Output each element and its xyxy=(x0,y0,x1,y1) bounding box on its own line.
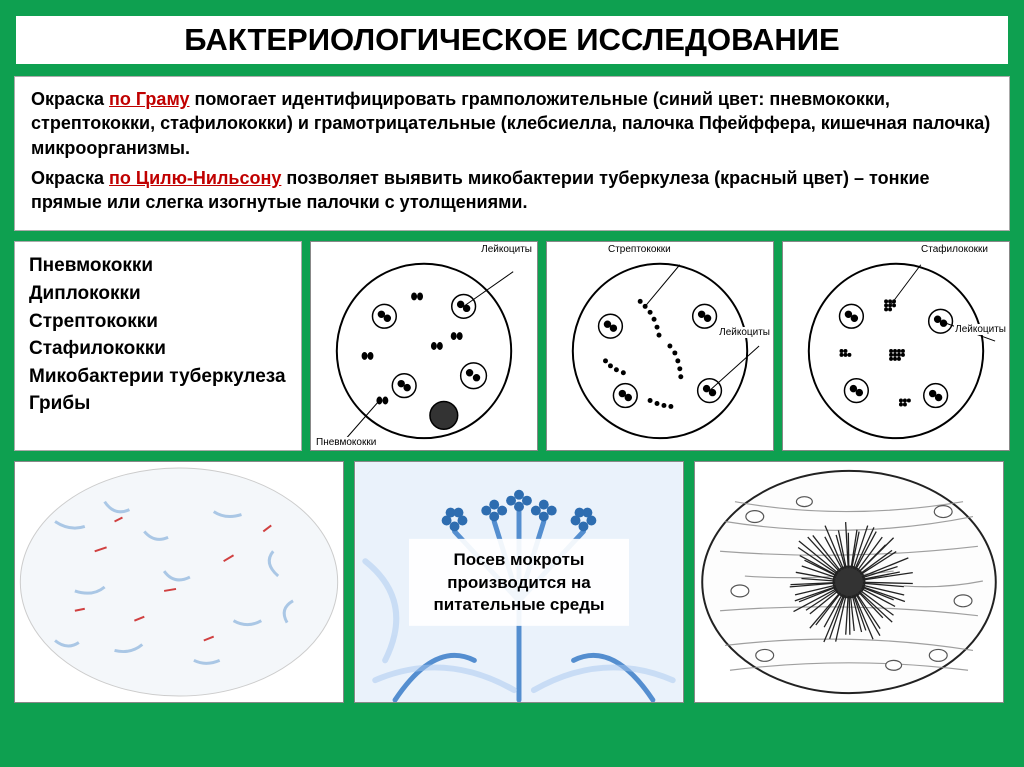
microscopy-circle-1 xyxy=(315,246,533,446)
list-item: Диплококки xyxy=(29,280,287,308)
diagram-staphylococci: Стафилококки Лейкоциты xyxy=(782,241,1010,451)
p2-underline: по Цилю-Нильсону xyxy=(109,168,281,188)
microscopy-circle-2 xyxy=(551,246,769,446)
label-staphylococci: Стафилококки xyxy=(920,244,989,255)
label-leukocytes-3: Лейкоциты xyxy=(954,324,1007,335)
label-leukocytes-2: Лейкоциты xyxy=(718,327,771,338)
microscopy-circle-3 xyxy=(787,246,1005,446)
slide-root: БАКТЕРИОЛОГИЧЕСКОЕ ИССЛЕДОВАНИЕ Окраска … xyxy=(14,14,1010,753)
list-item: Пневмококки xyxy=(29,252,287,280)
page-title: БАКТЕРИОЛОГИЧЕСКОЕ ИССЛЕДОВАНИЕ xyxy=(14,14,1010,66)
diagram-streptococci: Стрептококки Лейкоциты xyxy=(546,241,774,451)
smear-fungi: Посев мокроты производится на питательны… xyxy=(354,461,684,703)
list-item: Стрептококки xyxy=(29,308,287,336)
list-item: Грибы xyxy=(29,390,287,418)
culture-caption: Посев мокроты производится на питательны… xyxy=(409,539,629,625)
diagram-pneumococci: Лейкоциты Пневмококки xyxy=(310,241,538,451)
p2-pre: Окраска xyxy=(31,168,109,188)
list-item: Стафилококки xyxy=(29,335,287,363)
desc-paragraph-2: Окраска по Цилю-Нильсону позволяет выяви… xyxy=(31,166,993,215)
list-item: Микобактерии туберкулеза xyxy=(29,363,287,391)
row-organisms: Пневмококки Диплококки Стрептококки Стаф… xyxy=(14,241,1010,451)
organism-list: Пневмококки Диплококки Стрептококки Стаф… xyxy=(14,241,302,451)
row-smears: Посев мокроты производится на питательны… xyxy=(14,461,1010,703)
description-box: Окраска по Граму помогает идентифицирова… xyxy=(14,76,1010,231)
label-streptococci: Стрептококки xyxy=(607,244,672,255)
smear-ziehl-neelsen xyxy=(14,461,344,703)
label-pneumococci: Пневмококки xyxy=(315,437,377,448)
smear-actinomyces xyxy=(694,461,1004,703)
label-leukocytes: Лейкоциты xyxy=(480,244,533,255)
p1-underline: по Граму xyxy=(109,89,189,109)
desc-paragraph-1: Окраска по Граму помогает идентифицирова… xyxy=(31,87,993,160)
p1-pre: Окраска xyxy=(31,89,109,109)
